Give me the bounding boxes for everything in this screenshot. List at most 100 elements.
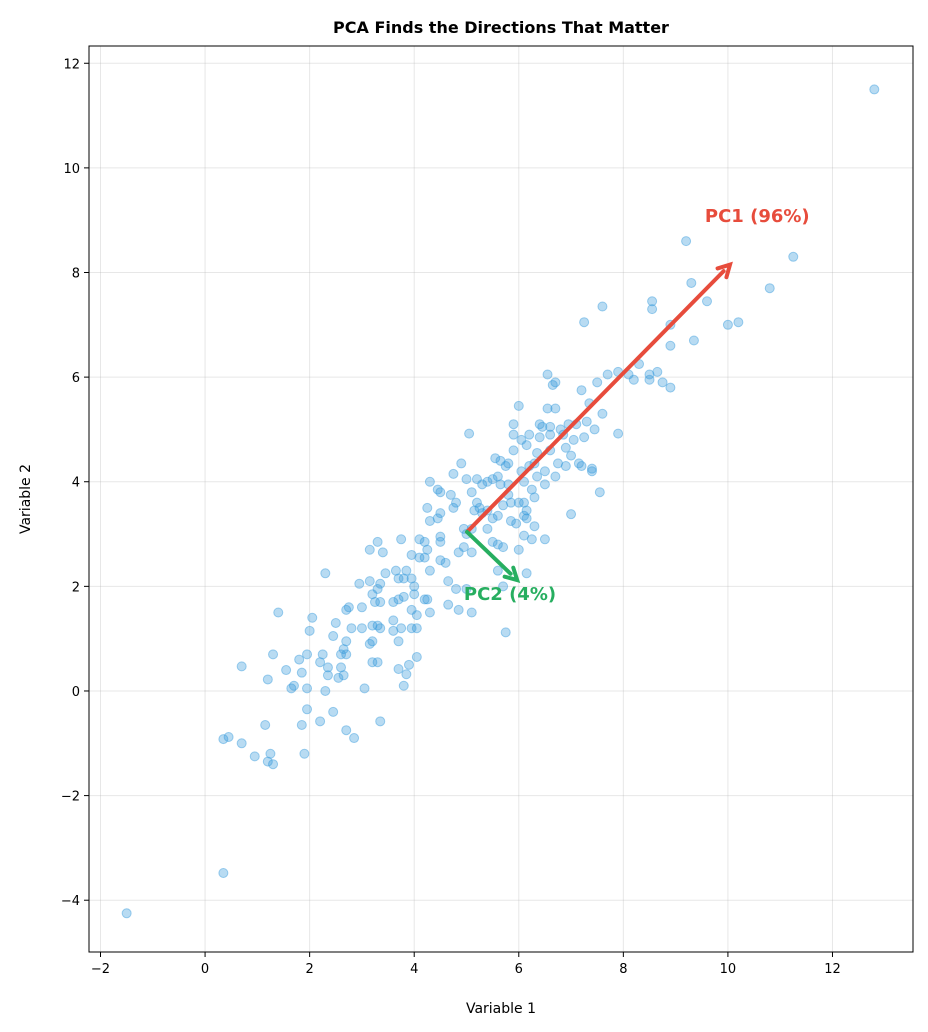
- y-tick-label: −4: [61, 894, 80, 909]
- data-point: [451, 497, 462, 508]
- data-point: [505, 497, 516, 508]
- data-point: [349, 733, 360, 744]
- data-point: [764, 283, 775, 294]
- data-point: [375, 578, 386, 589]
- data-point: [336, 662, 347, 673]
- data-point: [788, 251, 799, 262]
- data-point: [537, 421, 548, 432]
- data-point: [364, 544, 375, 555]
- x-tick-label: 2: [305, 962, 313, 977]
- data-point: [498, 500, 509, 511]
- data-point: [519, 510, 530, 521]
- data-point: [268, 759, 279, 770]
- data-point: [492, 510, 503, 521]
- data-point: [733, 317, 744, 328]
- data-point: [302, 704, 313, 715]
- data-point: [492, 471, 503, 482]
- data-point: [315, 657, 326, 668]
- data-point: [262, 756, 273, 767]
- grid: [89, 46, 913, 952]
- data-point: [513, 400, 524, 411]
- data-point: [304, 625, 315, 636]
- data-point: [393, 573, 404, 584]
- data-point: [435, 487, 446, 498]
- ticks: −2 0 2 4 6 8 10 12 −4 −2 0 2 4 6 8 10 12: [61, 57, 841, 977]
- pc1-arrowhead: [715, 261, 733, 280]
- data-point: [519, 476, 530, 487]
- data-point: [602, 369, 613, 380]
- data-point: [236, 738, 247, 749]
- y-tick-label: 0: [72, 685, 80, 700]
- data-point: [393, 594, 404, 605]
- data-point: [657, 377, 668, 388]
- data-point: [406, 549, 417, 560]
- data-point: [302, 649, 313, 660]
- data-point: [424, 565, 435, 576]
- data-point: [294, 654, 305, 665]
- data-point: [403, 659, 414, 670]
- data-point: [647, 304, 658, 315]
- data-point: [471, 497, 482, 508]
- data-point: [346, 623, 357, 634]
- data-point: [500, 461, 511, 472]
- data-point: [589, 424, 600, 435]
- data-point: [435, 508, 446, 519]
- data-point: [419, 594, 430, 605]
- data-point: [647, 296, 658, 307]
- data-point: [547, 379, 558, 390]
- data-point: [579, 317, 590, 328]
- data-point: [466, 487, 477, 498]
- data-point: [401, 565, 412, 576]
- data-point: [422, 594, 433, 605]
- chart-title: PCA Finds the Directions That Matter: [333, 18, 669, 37]
- data-point: [456, 458, 467, 469]
- data-point: [432, 484, 443, 495]
- data-point: [341, 725, 352, 736]
- data-point: [534, 419, 545, 430]
- data-point: [443, 576, 454, 587]
- data-point: [550, 403, 561, 414]
- data-point: [597, 301, 608, 312]
- data-point: [466, 547, 477, 558]
- data-point: [322, 670, 333, 681]
- data-point: [424, 607, 435, 618]
- y-tick-label: 4: [72, 476, 80, 491]
- data-point: [490, 453, 501, 464]
- data-point: [372, 583, 383, 594]
- data-point: [273, 607, 284, 618]
- data-point: [302, 683, 313, 694]
- data-point: [526, 484, 537, 495]
- data-point: [343, 602, 354, 613]
- data-point: [419, 552, 430, 563]
- data-point: [681, 236, 692, 247]
- data-point: [581, 416, 592, 427]
- data-point: [550, 377, 561, 388]
- pc1-arrow: [465, 269, 726, 534]
- data-point: [451, 583, 462, 594]
- data-point: [448, 468, 459, 479]
- data-point: [521, 440, 532, 451]
- data-point: [513, 497, 524, 508]
- data-point: [296, 719, 307, 730]
- data-point: [482, 476, 493, 487]
- data-point: [411, 623, 422, 634]
- data-point: [265, 748, 276, 759]
- y-axis-label: Variable 2: [18, 464, 34, 534]
- data-point: [367, 589, 378, 600]
- data-point: [367, 636, 378, 647]
- data-point: [503, 458, 514, 469]
- data-point: [542, 369, 553, 380]
- data-point: [249, 751, 260, 762]
- data-point: [388, 615, 399, 626]
- y-tick-label: −2: [61, 790, 80, 805]
- data-point: [398, 680, 409, 691]
- data-point: [461, 583, 472, 594]
- data-point: [401, 669, 412, 680]
- data-point: [262, 674, 273, 685]
- pc1-label: PC1 (96%): [705, 206, 810, 227]
- data-point: [586, 466, 597, 477]
- data-point: [322, 662, 333, 673]
- data-point: [516, 434, 527, 445]
- data-point: [487, 474, 498, 485]
- data-point: [356, 602, 367, 613]
